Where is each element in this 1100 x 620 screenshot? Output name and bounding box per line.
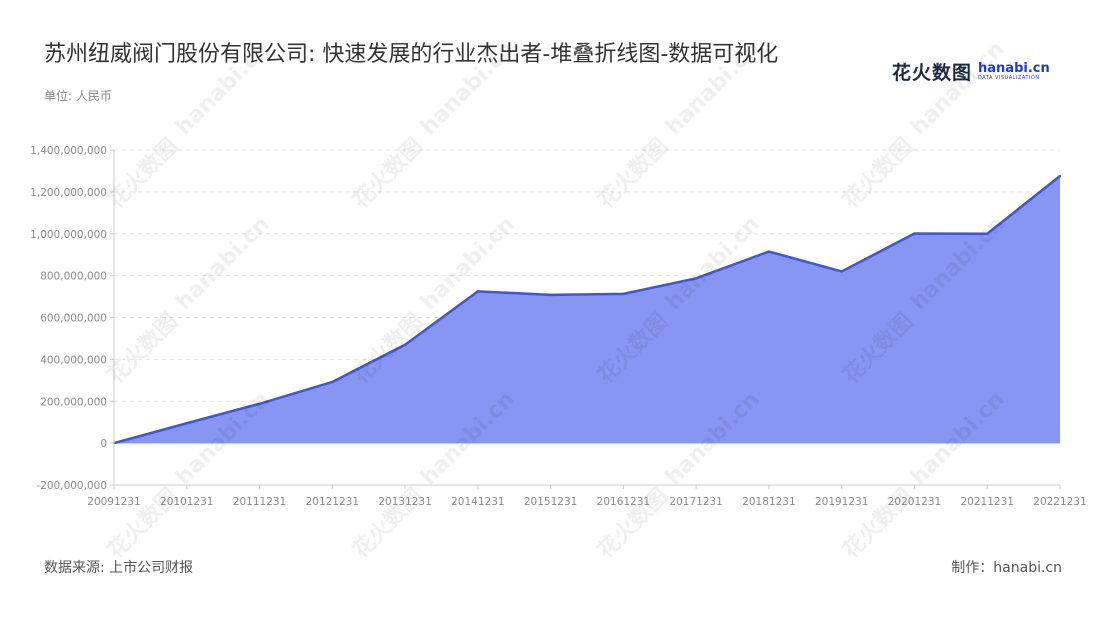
svg-text:hanabi.cn: hanabi.cn xyxy=(171,37,275,141)
x-tick-label: 20091231 xyxy=(87,496,140,508)
brand-logo[interactable]: 花火数图 hanabi.cn DATA VISUALIZATION xyxy=(892,58,1050,84)
svg-text:hanabi.cn: hanabi.cn xyxy=(416,37,520,141)
svg-text:花火数图: 花火数图 xyxy=(593,133,674,214)
data-point xyxy=(185,422,188,425)
series-area xyxy=(114,175,1060,444)
made-by: 制作：hanabi.cn xyxy=(951,560,1062,576)
data-point xyxy=(986,232,989,235)
logo-text-cn: 花火数图 xyxy=(892,61,973,84)
data-point xyxy=(549,293,552,297)
logo-text-en: hanabi.cn xyxy=(978,60,1050,76)
svg-text:花火数图: 花火数图 xyxy=(103,308,184,389)
data-point xyxy=(840,270,843,273)
x-tick-label: 20131231 xyxy=(378,496,431,508)
x-tick-label: 20221231 xyxy=(1033,496,1086,508)
y-tick-label: 400,000,000 xyxy=(40,354,107,366)
y-tick-label: -200,000,000 xyxy=(36,480,107,492)
x-tick-label: 20161231 xyxy=(597,496,650,508)
x-tick-label: 20101231 xyxy=(160,496,213,508)
y-tick-label: 1,200,000,000 xyxy=(30,187,107,199)
data-point xyxy=(913,232,916,235)
logo-text-en-block: hanabi.cn DATA VISUALIZATION xyxy=(978,62,1050,81)
x-tick-label: 20181231 xyxy=(742,496,795,508)
x-tick-label: 20171231 xyxy=(669,496,722,508)
y-tick-label: 200,000,000 xyxy=(40,396,107,408)
x-tick-label: 20121231 xyxy=(306,496,359,508)
svg-text:花火数图: 花火数图 xyxy=(348,133,429,214)
y-tick-label: 0 xyxy=(100,438,107,450)
chart-title: 苏州纽威阀门股份有限公司: 快速发展的行业杰出者-堆叠折线图-数据可视化 xyxy=(44,42,779,67)
svg-text:hanabi.cn: hanabi.cn xyxy=(906,37,1010,141)
data-source: 数据来源: 上市公司财报 xyxy=(44,560,194,576)
x-tick-label: 20151231 xyxy=(524,496,577,508)
data-point xyxy=(622,292,625,296)
series-line xyxy=(113,174,1061,445)
y-tick-label: 600,000,000 xyxy=(40,313,107,325)
data-point xyxy=(403,343,407,346)
data-point xyxy=(767,250,771,253)
y-tick-label: 1,400,000,000 xyxy=(30,145,107,157)
svg-text:花火数图: 花火数图 xyxy=(838,133,919,214)
y-tick-label: 1,000,000,000 xyxy=(30,229,107,241)
data-point xyxy=(258,402,261,405)
data-point xyxy=(476,290,480,293)
data-point xyxy=(1058,174,1062,178)
unit-label: 单位: 人民币 xyxy=(44,89,112,103)
axes: 1,400,000,000 1,200,000,000 1,000,000,000 8… xyxy=(30,145,1087,508)
area-layer xyxy=(112,174,1062,445)
data-point xyxy=(694,277,698,280)
logo-subtext: DATA VISUALIZATION xyxy=(978,74,1040,81)
y-tick-label: 800,000,000 xyxy=(40,271,107,283)
x-tick-label: 20201231 xyxy=(888,496,941,508)
x-tick-label: 20191231 xyxy=(815,496,868,508)
svg-text:花火数图: 花火数图 xyxy=(103,133,184,214)
svg-text:hanabi.cn: hanabi.cn xyxy=(661,37,765,141)
x-tick-label: 20111231 xyxy=(233,496,286,508)
svg-text:hanabi.cn: hanabi.cn xyxy=(171,212,275,316)
x-tick-label: 20211231 xyxy=(961,496,1014,508)
x-tick-label: 20141231 xyxy=(451,496,504,508)
data-point xyxy=(331,380,334,384)
